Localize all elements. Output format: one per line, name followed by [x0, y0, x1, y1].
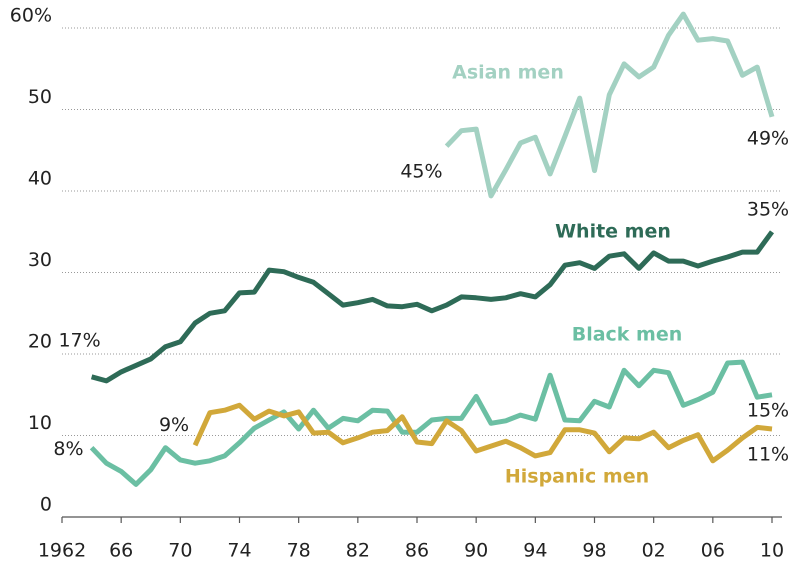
x-tick-label: 70 [168, 540, 192, 562]
series-line [444, 11, 775, 199]
value-label: 17% [58, 329, 100, 351]
series-name: White men [555, 221, 671, 243]
value-label: 8% [53, 438, 83, 460]
series-line [89, 359, 773, 487]
value-label: 49% [747, 127, 789, 149]
x-tick-label: 98 [582, 540, 606, 562]
series-name: Black men [572, 324, 683, 346]
x-tick-label: 06 [701, 540, 725, 562]
y-tick-label: 30 [28, 249, 52, 271]
x-tick-label: 74 [227, 540, 251, 562]
series-name: Asian men [452, 62, 564, 84]
x-tick-label: 02 [642, 540, 666, 562]
x-tick-label: 82 [346, 540, 370, 562]
value-label: 15% [747, 399, 789, 421]
x-tick-label: 78 [287, 540, 311, 562]
value-label: 9% [159, 414, 189, 436]
y-tick-label: 40 [28, 168, 52, 190]
series-line [192, 402, 773, 464]
value-label: 11% [747, 443, 789, 465]
x-tick-label: 1962 [38, 540, 86, 562]
y-tick-label: 50 [28, 86, 52, 108]
x-tick-label: 66 [109, 540, 133, 562]
series-name: Hispanic men [505, 466, 649, 488]
x-tick-label: 90 [464, 540, 488, 562]
series-line [90, 230, 775, 384]
value-label: 45% [400, 161, 442, 183]
y-tick-label: 10 [28, 412, 52, 434]
value-label: 35% [747, 198, 789, 220]
y-tick-label: 0 [40, 494, 52, 516]
y-tick-label: 60% [10, 5, 52, 27]
x-tick-label: 10 [760, 540, 784, 562]
x-tick-label: 86 [405, 540, 429, 562]
x-tick-label: 94 [523, 540, 547, 562]
y-tick-label: 20 [28, 331, 52, 353]
